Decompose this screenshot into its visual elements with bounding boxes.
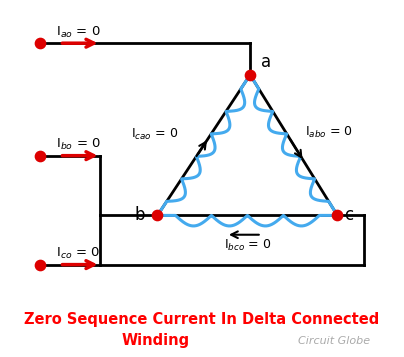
Text: I$_{co}$ = 0: I$_{co}$ = 0	[56, 246, 100, 261]
Text: I$_{ao}$ = 0: I$_{ao}$ = 0	[56, 25, 101, 40]
Point	[247, 72, 253, 78]
Text: Circuit Globe: Circuit Globe	[298, 336, 370, 346]
Point	[334, 212, 341, 218]
Point	[37, 153, 43, 159]
Text: I$_{bo}$ = 0: I$_{bo}$ = 0	[56, 137, 101, 152]
Text: I$_{bco}$ = 0: I$_{bco}$ = 0	[224, 238, 272, 253]
Text: a: a	[261, 53, 271, 71]
Text: c: c	[345, 206, 354, 225]
Text: I$_{abo}$ = 0: I$_{abo}$ = 0	[305, 125, 354, 140]
Point	[37, 40, 43, 46]
Text: Zero Sequence Current In Delta Connected: Zero Sequence Current In Delta Connected	[24, 312, 380, 327]
Point	[37, 262, 43, 267]
Text: b: b	[134, 206, 145, 225]
Point	[154, 212, 161, 218]
Text: Winding: Winding	[122, 333, 190, 348]
Text: I$_{cao}$ = 0: I$_{cao}$ = 0	[131, 127, 178, 142]
